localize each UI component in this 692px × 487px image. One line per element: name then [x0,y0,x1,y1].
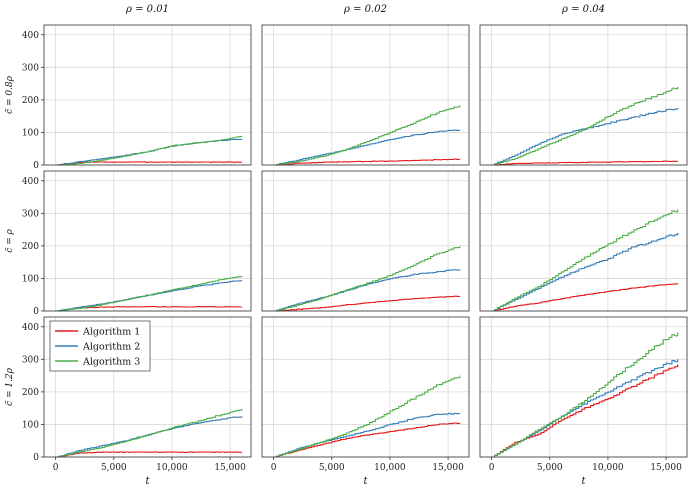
x-tick-label: 0 [53,463,59,473]
panel-r0-c2 [479,24,688,166]
y-tick-label: 200 [22,96,39,106]
y-tick-label: 300 [22,355,39,365]
series-line-algorithm-1 [55,451,243,458]
legend-label: Algorithm 2 [82,342,140,353]
panel-border [43,24,252,166]
x-tick-label: 0 [271,463,277,473]
x-tick-label: 5,000 [101,463,127,473]
y-tick-label: 0 [33,453,39,463]
series-line-algorithm-3 [273,245,461,312]
x-tick-label: 0 [489,463,495,473]
x-axis-label: t [145,476,150,487]
y-tick-label: 400 [22,177,39,187]
plot-area [262,317,469,457]
legend-label: Algorithm 3 [82,357,140,368]
panel-r0-c1 [261,24,470,166]
series-line-algorithm-3 [273,375,461,458]
y-tick-label: 400 [22,323,39,333]
series-line-algorithm-2 [491,232,679,312]
plot-area [480,25,687,165]
panel-border [43,316,252,458]
x-tick-label: 10,000 [592,463,624,473]
y-tick-label: 0 [33,307,39,317]
series-line-algorithm-3 [55,408,243,458]
column-title: ρ = 0.01 [125,4,169,15]
y-tick-label: 200 [22,242,39,252]
panel-r2-c1: 0 5,000 10,000 15,000 t [261,316,470,487]
y-tick-label: 300 [22,209,39,219]
x-tick-label: 5,000 [319,463,345,473]
series-line-algorithm-1 [491,283,679,312]
series-line-algorithm-3 [491,86,679,166]
x-tick-label: 5,000 [537,463,563,473]
plot-area [480,317,687,457]
row-label: c̃ = ρ [4,229,15,253]
y-tick-label: 100 [22,274,39,284]
series-line-algorithm-1 [273,158,461,166]
row-label: c̃ = 0.8ρ [4,75,15,114]
y-tick-label: 0 [33,161,39,171]
column-title: ρ = 0.04 [561,4,605,15]
series-line-algorithm-1 [491,160,679,166]
series-line-algorithm-1 [273,295,461,312]
series-line-algorithm-3 [491,209,679,312]
x-tick-label: 10,000 [374,463,406,473]
plot-area [262,25,469,165]
y-tick-label: 200 [22,388,39,398]
panel-r1-c0: 0 100 200 300 400 [22,170,252,317]
panel-border [479,316,688,458]
x-axis-label: t [363,476,368,487]
plot-area [262,171,469,311]
y-tick-label: 400 [22,31,39,41]
panel-r1-c2 [479,170,688,312]
series-line-algorithm-3 [273,105,461,166]
x-axis-label: t [581,476,586,487]
plot-area [44,171,251,311]
panel-r2-c2: 0 5,000 10,000 15,000 t [479,316,688,487]
panel-r1-c1 [261,170,470,312]
legend: Algorithm 1 Algorithm 2 Algorithm 3 [49,320,151,372]
x-tick-label: 10,000 [156,463,188,473]
x-tick-label: 15,000 [650,463,682,473]
series-line-algorithm-3 [55,275,243,312]
series-line-algorithm-2 [273,129,461,166]
y-tick-label: 100 [22,128,39,138]
panel-border [479,24,688,166]
x-tick-label: 15,000 [432,463,464,473]
panel-border [261,316,470,458]
panel-border [479,170,688,312]
x-tick-label: 15,000 [214,463,246,473]
row-label: c̃ = 1.2ρ [4,367,15,406]
series-line-algorithm-3 [55,135,243,166]
panel-border [261,24,470,166]
series-line-algorithm-1 [273,422,461,458]
legend-label: Algorithm 1 [82,327,140,338]
panel-border [43,170,252,312]
panel-border [261,170,470,312]
plot-area [44,25,251,165]
y-tick-label: 300 [22,63,39,73]
y-tick-label: 100 [22,420,39,430]
column-title: ρ = 0.02 [343,4,387,15]
series-line-algorithm-3 [491,332,679,458]
panel-r0-c0: 0 100 200 300 400 [22,24,252,171]
